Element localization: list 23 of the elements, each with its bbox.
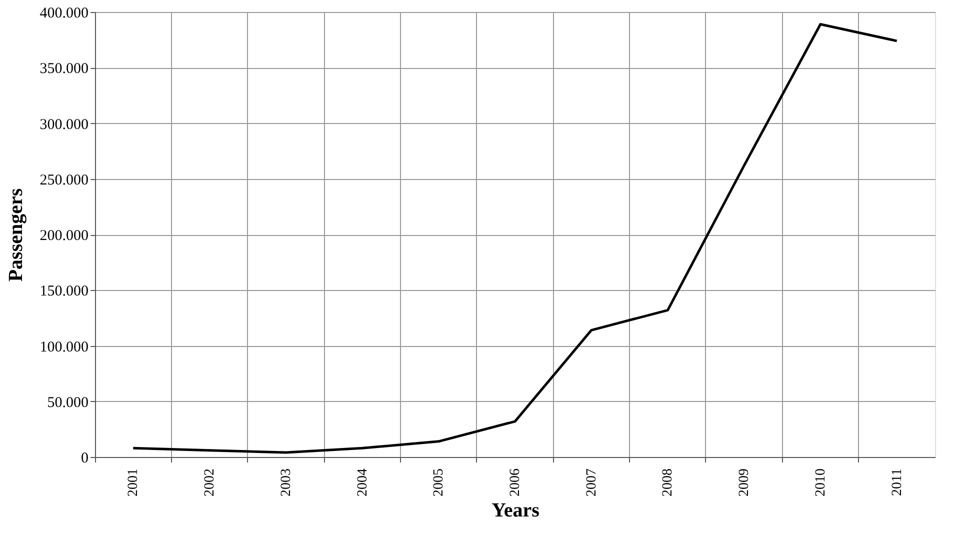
x-tick-label: 2005 — [432, 468, 447, 496]
x-tick-label: 2006 — [508, 468, 523, 496]
x-tick-label: 2003 — [278, 468, 294, 496]
x-tick-label: 2010 — [813, 468, 828, 496]
y-tick-label: 100.000 — [40, 339, 88, 356]
x-tick-label: 2002 — [202, 468, 218, 496]
y-tick-label: 400.000 — [40, 6, 88, 22]
x-tick-label: 2009 — [737, 468, 752, 496]
y-axis-title: Passengers — [4, 188, 27, 282]
y-tick-label: 250.000 — [40, 172, 88, 188]
x-tick-label: 2001 — [126, 468, 142, 496]
x-tick-label: 2004 — [355, 468, 370, 496]
x-tick-label: 2011 — [890, 468, 905, 496]
line-series — [132, 22, 898, 454]
y-tick-label: 200.000 — [40, 228, 88, 244]
x-tick-label: 2008 — [660, 468, 676, 496]
y-tick-label: 350.000 — [40, 61, 88, 78]
x-axis-title: Years — [492, 500, 540, 522]
y-tick-label: 300.000 — [40, 116, 88, 133]
y-tick-label: 50.000 — [47, 394, 88, 411]
x-tick-label: 2007 — [584, 468, 600, 496]
y-tick-label: 0 — [81, 450, 88, 466]
y-tick-label: 150.000 — [40, 284, 88, 300]
